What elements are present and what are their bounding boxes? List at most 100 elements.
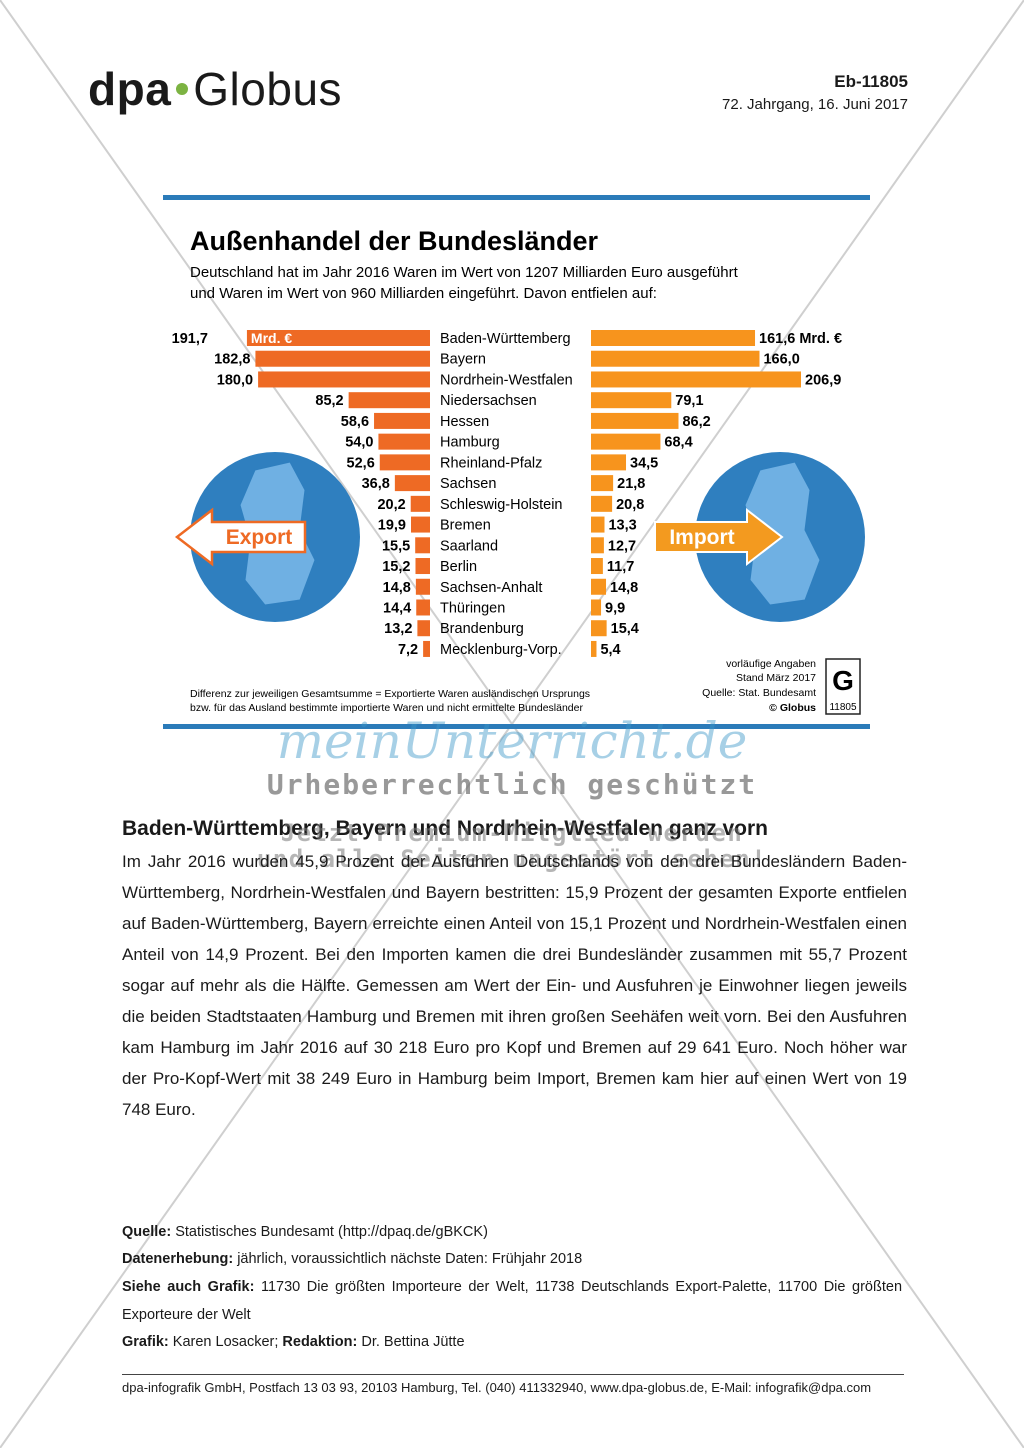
bar-export: [348, 392, 430, 409]
bar-import: [591, 620, 607, 637]
bar-export: [379, 454, 430, 471]
watermark-promo-line: und alle Seiten ungestört sehen!: [256, 845, 768, 873]
category-label: Thüringen: [440, 600, 505, 616]
value-label: 12,7: [608, 538, 636, 554]
bar-export: [416, 599, 430, 616]
category-label: Mecklenburg-Vorp.: [440, 642, 562, 658]
chart-note: bzw. für das Ausland bestimmte importier…: [190, 702, 583, 714]
value-label: 11,7: [607, 559, 634, 575]
source-line: Siehe auch Grafik: 11730 Die größten Imp…: [122, 1274, 902, 1329]
value-label: 86,2: [682, 414, 710, 430]
watermark-promo-line: Jetzt Premium-Mitglied werden: [280, 819, 744, 847]
value-label: 85,2: [315, 393, 343, 409]
bar-import: [591, 392, 672, 409]
chart-note: Differenz zur jeweiligen Gesamtsumme = E…: [190, 688, 590, 700]
doc-code: Eb-11805: [834, 72, 908, 91]
bar-export: [246, 330, 430, 346]
value-label: 13,2: [384, 621, 412, 637]
source-label: Grafik:: [122, 1334, 169, 1350]
source-note: © Globus: [769, 702, 816, 714]
source-line: Datenerhebung: jährlich, voraussichtlich…: [122, 1246, 902, 1274]
category-label: Sachsen: [440, 476, 496, 492]
watermark-site: meinUnterricht.de: [276, 712, 748, 770]
bar-import: [591, 454, 627, 471]
category-label: Schleswig-Holstein: [440, 497, 563, 513]
category-label: Bremen: [440, 518, 491, 534]
footer-rule: [122, 1374, 904, 1375]
logo-dpa: dpa: [88, 63, 172, 115]
value-label: 13,3: [608, 518, 636, 534]
value-label: 14,4: [383, 600, 411, 616]
source-label: Redaktion:: [282, 1334, 358, 1350]
doc-issue: 72. Jahrgang, 16. Juni 2017: [722, 96, 908, 113]
value-label: 161,6: [759, 331, 795, 347]
bar-import: [591, 475, 614, 492]
value-label: 52,6: [347, 455, 375, 471]
watermark-promo: Jetzt Premium-Mitglied werden und alle S…: [0, 820, 1024, 872]
top-rule: [163, 195, 870, 200]
category-label: Nordrhein-Westfalen: [440, 372, 573, 388]
article-body: Im Jahr 2016 wurden 45,9 Prozent der Aus…: [122, 852, 907, 1119]
bar-export: [410, 495, 430, 512]
bar-import: [591, 558, 603, 575]
value-label: 5,4: [600, 642, 620, 658]
value-label: 20,8: [616, 497, 644, 513]
value-label: 20,2: [377, 497, 405, 513]
bar-import: [591, 330, 756, 346]
bottom-rule: [163, 724, 870, 729]
logo: dpa Globus: [88, 62, 342, 116]
source-line: Quelle: Statistisches Bundesamt (http://…: [122, 1219, 902, 1247]
value-label: 166,0: [763, 352, 799, 368]
bar-export: [423, 640, 430, 657]
bar-export: [378, 433, 430, 450]
logo-dot: [176, 82, 189, 95]
category-label: Hessen: [440, 414, 489, 430]
bar-export: [415, 537, 430, 554]
category-label: Sachsen-Anhalt: [440, 580, 542, 596]
bar-import: [591, 433, 661, 450]
value-label: 14,8: [610, 580, 638, 596]
value-label: 9,9: [605, 600, 625, 616]
bar-import: [591, 640, 597, 657]
category-label: Berlin: [440, 559, 477, 575]
bar-export: [415, 558, 430, 575]
footer: dpa-infografik GmbH, Postfach 13 03 93, …: [122, 1380, 872, 1395]
bar-export: [255, 350, 430, 367]
source-note: Stand März 2017: [736, 672, 816, 684]
source-label: Siehe auch Grafik:: [122, 1279, 255, 1295]
value-label: 14,8: [383, 580, 411, 596]
value-label: 58,6: [341, 414, 369, 430]
value-label: 15,5: [382, 538, 410, 554]
bar-import: [591, 578, 607, 595]
import-arrow: [654, 507, 784, 567]
category-label: Hamburg: [440, 435, 500, 451]
value-label: 68,4: [664, 435, 692, 451]
value-label: 7,2: [398, 642, 418, 658]
category-label: Saarland: [440, 538, 498, 554]
bar-export: [374, 412, 430, 429]
category-label: Baden-Württemberg: [440, 331, 571, 347]
value-label: 15,4: [611, 621, 639, 637]
value-label: 206,9: [805, 372, 841, 388]
bar-export: [258, 371, 430, 388]
article-heading: Baden-Württemberg, Bayern und Nordrhein-…: [122, 817, 769, 840]
value-label: 79,1: [675, 393, 703, 409]
bar-import: [591, 537, 604, 554]
bar-import: [591, 599, 602, 616]
bar-export: [415, 578, 430, 595]
logo-globus: Globus: [193, 63, 343, 115]
bar-export: [417, 620, 430, 637]
value-label: 34,5: [630, 455, 658, 471]
value-label: 21,8: [617, 476, 645, 492]
watermark-copyright: Urheberrechtlich geschützt: [266, 768, 758, 801]
chart: Außenhandel der Bundesländer Deutschland…: [163, 195, 870, 729]
source-note: Quelle: Stat. Bundesamt: [702, 687, 816, 699]
source-label: Quelle:: [122, 1224, 172, 1240]
legend-export: Export: [226, 526, 293, 549]
source-text: jährlich, voraussichtlich nächste Daten:…: [237, 1251, 583, 1267]
bar-export: [394, 475, 430, 492]
bar-import: [591, 495, 613, 512]
bar-import: [591, 412, 679, 429]
value-label: 36,8: [362, 476, 390, 492]
